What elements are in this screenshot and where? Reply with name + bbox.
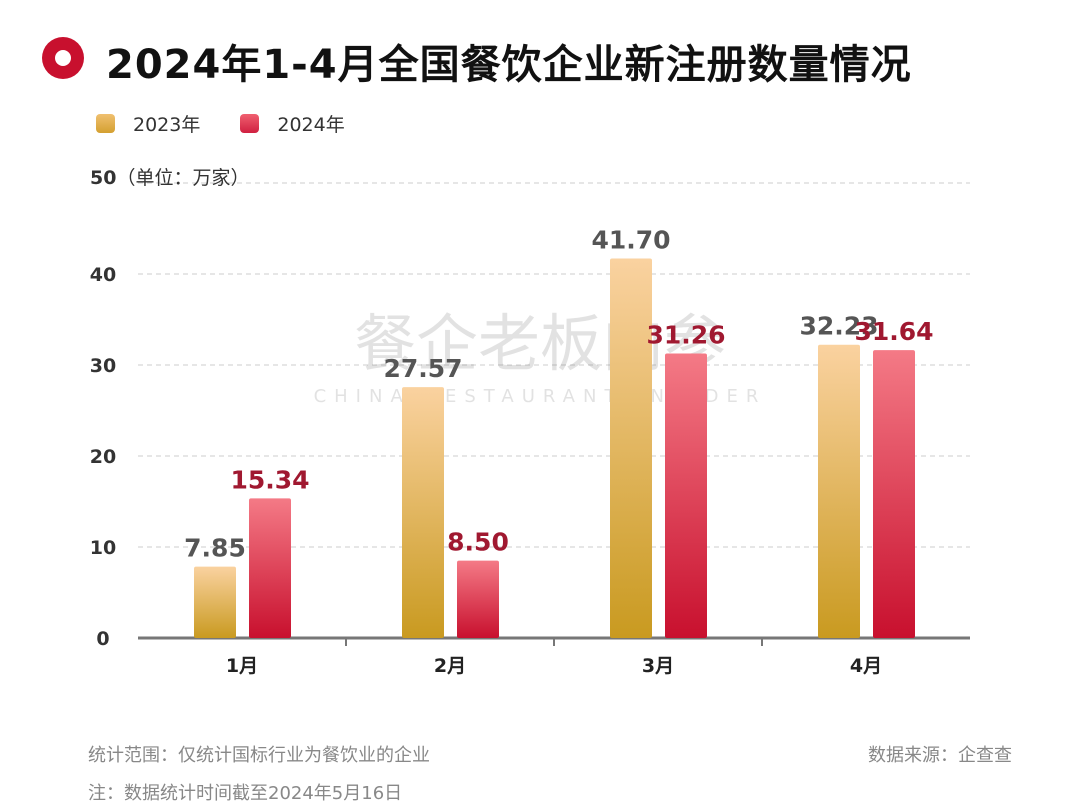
y-tick-label: 20 [90, 446, 116, 468]
x-tick-label: 2月 [434, 655, 466, 677]
x-tick-label: 3月 [642, 655, 674, 677]
legend-swatch-2023 [96, 114, 115, 133]
y-tick-label: 40 [90, 264, 116, 286]
bar-2023年-2月 [402, 387, 444, 638]
bar-2023年-3月 [610, 258, 652, 638]
bar-2024年-4月 [873, 350, 915, 638]
data-label: 8.50 [447, 528, 509, 557]
chart-title: 2024年1-4月全国餐饮企业新注册数量情况 [106, 42, 912, 88]
footer-scope: 统计范围：仅统计国标行业为餐饮业的企业 [88, 745, 430, 766]
bar-2024年-2月 [457, 560, 499, 638]
legend-swatch-2024 [240, 114, 260, 133]
legend: 2023年 2024年 [96, 110, 345, 137]
data-label: 41.70 [591, 226, 670, 255]
y-tick-label: 0 [96, 628, 109, 650]
unit-text: （单位：万家） [116, 167, 249, 189]
bar-2023年-1月 [194, 566, 236, 638]
footer-note: 注：数据统计时间截至2024年5月16日 [88, 783, 403, 804]
bar-2024年-1月 [249, 498, 291, 638]
legend-label-2023: 2023年 [133, 114, 201, 136]
bar-2023年-4月 [818, 344, 860, 638]
legend-label-2024: 2024年 [277, 114, 345, 136]
ytick-50-inline: 50 [90, 167, 116, 189]
x-tick-label: 1月 [226, 655, 258, 677]
data-label: 32.23 [799, 312, 878, 341]
y-tick-label: 30 [90, 355, 116, 377]
data-label: 31.26 [646, 321, 725, 350]
data-label: 27.57 [383, 354, 462, 383]
watermark-cn: 餐企老板内参 [354, 307, 726, 380]
data-label: 15.34 [230, 465, 309, 494]
y-tick-label: 10 [90, 537, 116, 559]
footer-source: 数据来源：企查查 [868, 745, 1012, 766]
red-ring-icon [42, 37, 84, 79]
data-label: 31.64 [854, 317, 933, 346]
bar-2024年-3月 [665, 353, 707, 638]
x-tick-label: 4月 [850, 655, 882, 677]
data-label: 7.85 [184, 534, 246, 563]
unit-label: 50（单位：万家） [90, 167, 249, 189]
